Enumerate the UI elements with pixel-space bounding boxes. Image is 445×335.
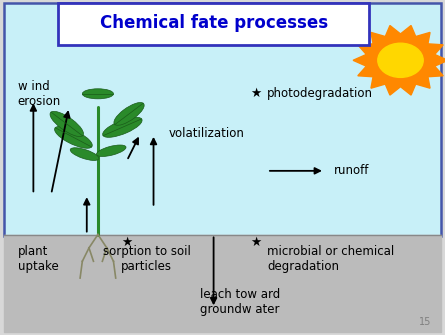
Text: microbial or chemical
degradation: microbial or chemical degradation — [267, 245, 394, 273]
Circle shape — [378, 43, 423, 77]
Polygon shape — [353, 25, 445, 95]
Ellipse shape — [70, 148, 99, 160]
Text: photodegradation: photodegradation — [267, 87, 373, 100]
Text: 15: 15 — [419, 317, 432, 327]
Text: ★: ★ — [250, 237, 262, 249]
Text: w ind
erosion: w ind erosion — [18, 80, 61, 109]
FancyBboxPatch shape — [58, 3, 369, 45]
Ellipse shape — [50, 111, 84, 137]
Text: ★: ★ — [250, 87, 262, 100]
Text: leach tow ard
groundw ater: leach tow ard groundw ater — [200, 288, 280, 316]
Text: volatilization: volatilization — [169, 127, 245, 140]
Bar — [4, 234, 441, 332]
Text: ★: ★ — [121, 237, 133, 249]
Ellipse shape — [103, 117, 142, 137]
Ellipse shape — [97, 145, 126, 156]
Text: plant
uptake: plant uptake — [18, 245, 59, 273]
Text: sorption to soil
particles: sorption to soil particles — [103, 245, 191, 273]
Ellipse shape — [114, 103, 144, 125]
Text: runoff: runoff — [334, 164, 369, 177]
Circle shape — [367, 35, 434, 85]
Text: Chemical fate processes: Chemical fate processes — [100, 14, 328, 32]
Ellipse shape — [82, 89, 113, 99]
Ellipse shape — [55, 126, 92, 148]
FancyBboxPatch shape — [4, 3, 441, 236]
